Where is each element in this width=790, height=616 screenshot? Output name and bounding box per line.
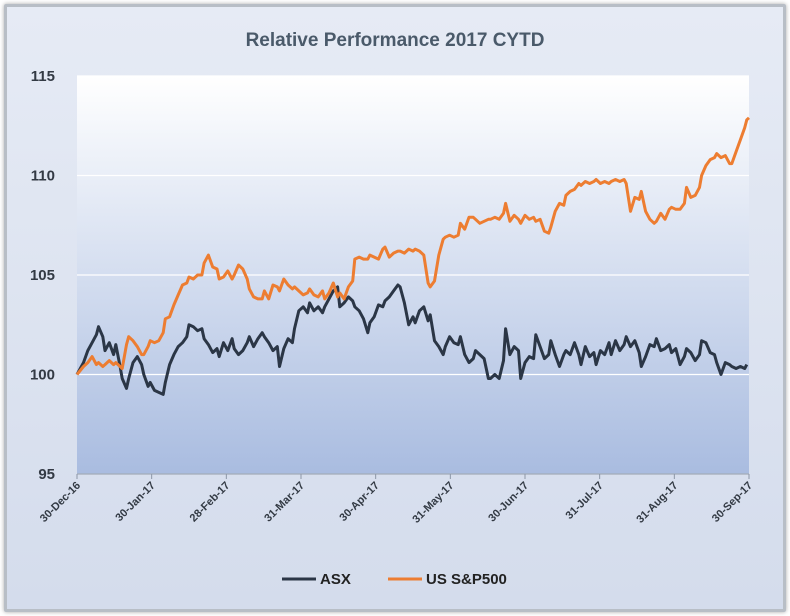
x-tick-label: 30-Sep-17	[710, 480, 755, 525]
legend-label: US S&P500	[426, 571, 507, 588]
y-tick-label: 105	[30, 267, 55, 284]
x-tick-label: 28-Feb-17	[188, 480, 233, 525]
x-tick-label: 31-May-17	[410, 480, 456, 526]
y-tick-label: 95	[38, 466, 55, 483]
series-line-us-sp500	[75, 116, 751, 376]
x-tick-label: 30-Dec-16	[38, 480, 83, 525]
legend-label: ASX	[320, 571, 351, 588]
x-tick-label: 30-Jan-17	[113, 480, 157, 524]
series-line-asx	[75, 283, 749, 396]
x-tick-label: 31-Jul-17	[564, 480, 606, 522]
legend: ASX US S&P500	[282, 571, 507, 588]
x-tick-label: 31-Mar-17	[262, 480, 307, 525]
y-tick-label: 115	[31, 68, 55, 85]
y-tick-label: 100	[30, 367, 55, 384]
x-tick-label: 31-Aug-17	[634, 480, 680, 526]
chart-title: Relative Performance 2017 CYTD	[246, 30, 545, 51]
y-tick-label: 110	[31, 168, 55, 185]
x-tick-label: 30-Apr-17	[337, 480, 381, 524]
x-tick-label: 30-Jun-17	[486, 480, 531, 525]
